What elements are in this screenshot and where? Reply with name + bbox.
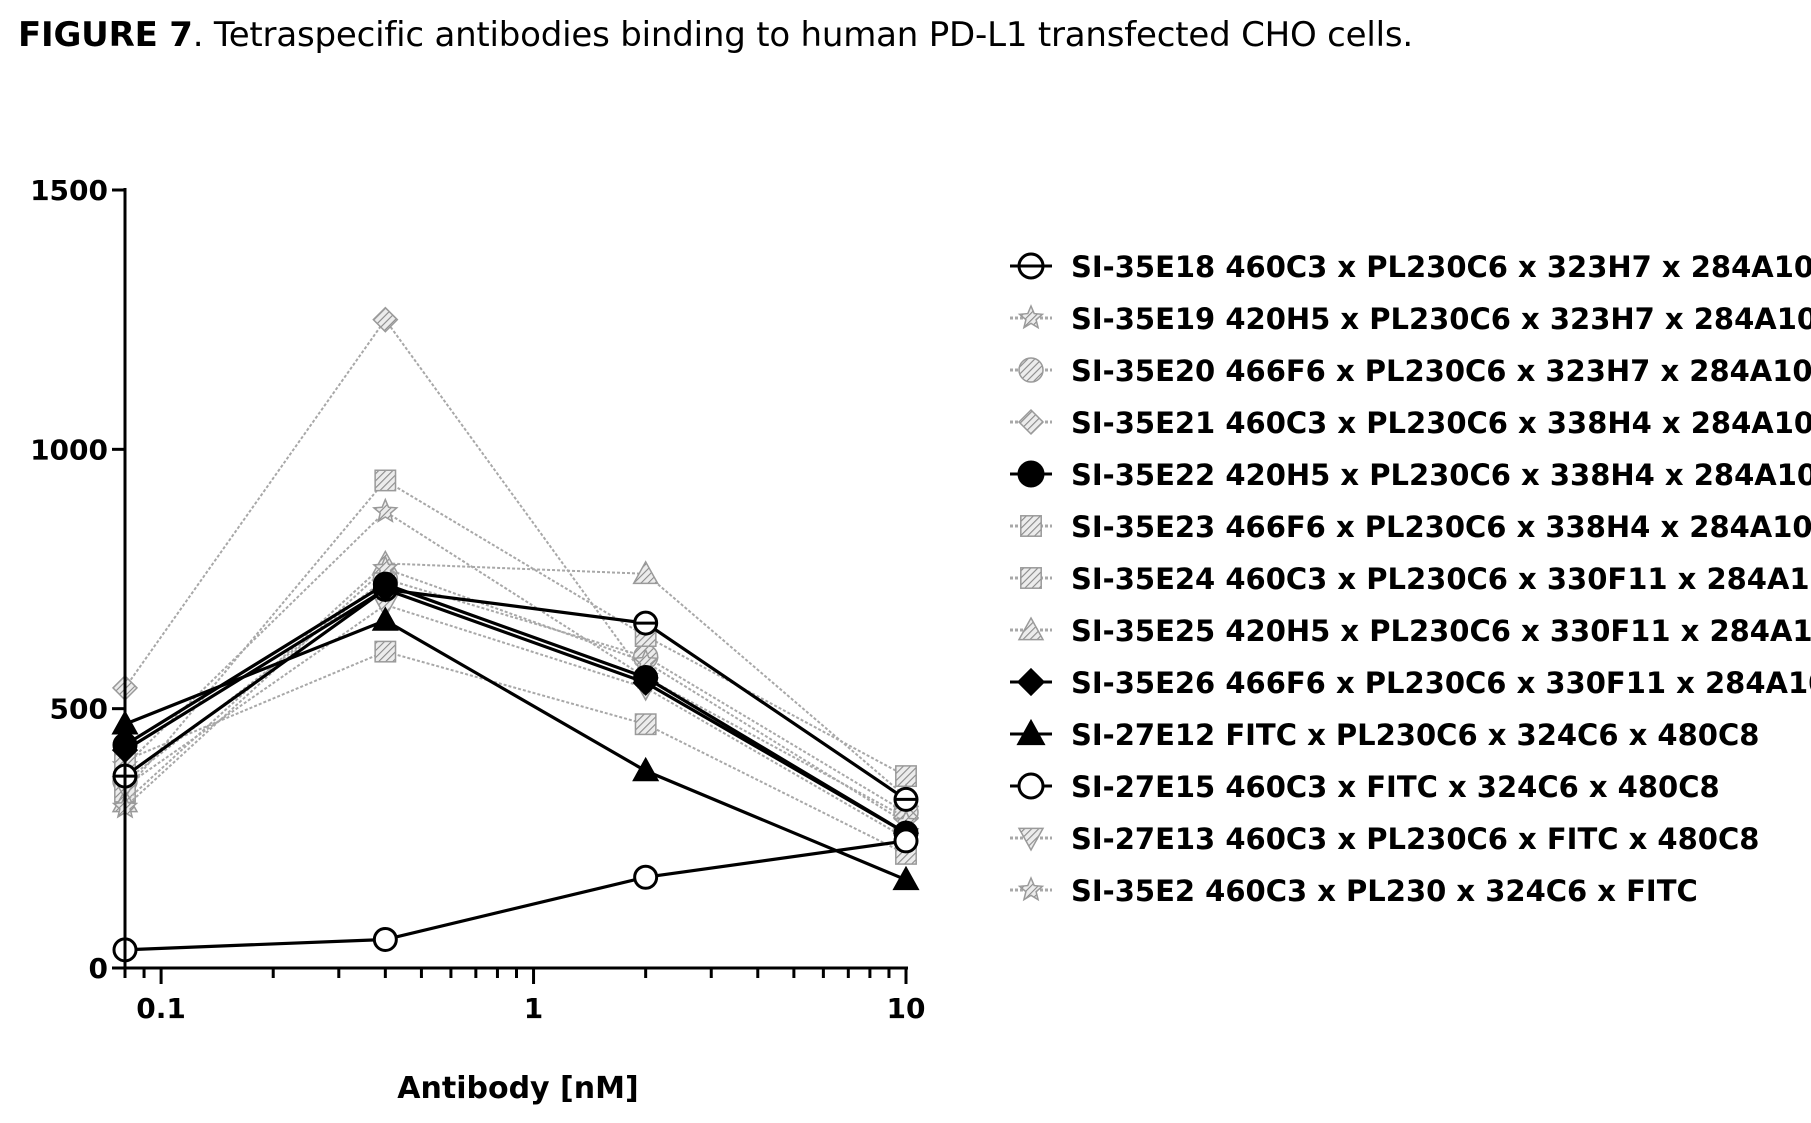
legend-item: SI-35E18 460C3 x PL230C6 x 323H7 x 284A1…	[1010, 250, 1811, 284]
series-line	[124, 510, 907, 834]
legend-label: SI-35E20 466F6 x PL230C6 x 323H7 x 284A1…	[1071, 354, 1811, 388]
legend-marker-icon	[1016, 667, 1046, 697]
series-5	[112, 571, 919, 846]
legend-item: SI-35E26 466F6 x PL230C6 x 330F11 x 284A…	[1010, 666, 1811, 700]
series-11	[112, 828, 919, 963]
legend-label: SI-35E22 420H5 x PL230C6 x 338H4 x 284A1…	[1071, 458, 1811, 492]
data-point	[372, 576, 399, 603]
legend-label: SI-35E23 466F6 x PL230C6 x 338H4 x 284A1…	[1071, 510, 1811, 544]
series-12	[111, 594, 920, 852]
series-line	[124, 577, 907, 814]
legend-item: SI-35E22 420H5 x PL230C6 x 338H4 x 284A1…	[1010, 458, 1811, 492]
legend-label: SI-35E18 460C3 x PL230C6 x 323H7 x 284A1…	[1071, 250, 1811, 284]
series-line	[124, 839, 907, 952]
y-tick-label: 1500	[30, 174, 108, 207]
data-point	[372, 926, 398, 952]
legend-label: SI-27E15 460C3 x FITC x 324C6 x 480C8	[1071, 770, 1720, 804]
legend-marker-icon	[1017, 408, 1045, 436]
plot-series	[111, 306, 920, 963]
legend-marker-icon	[1020, 567, 1042, 589]
data-point	[374, 640, 397, 663]
legend-item: SI-35E2 460C3 x PL230 x 324C6 x FITC	[1010, 874, 1698, 908]
data-point	[634, 713, 657, 736]
legend-label: SI-35E26 466F6 x PL230C6 x 330F11 x 284A…	[1071, 666, 1811, 700]
data-point	[374, 469, 397, 492]
series-2	[111, 497, 920, 845]
data-point	[632, 756, 660, 782]
x-tick-label: 1	[524, 992, 543, 1025]
series-4	[111, 306, 920, 831]
y-tick-label: 500	[50, 693, 108, 726]
legend-marker-icon	[1016, 718, 1046, 746]
legend-marker-icon	[1017, 876, 1045, 902]
figure-caption: FIGURE 7. Tetraspecific antibodies bindi…	[18, 12, 1413, 58]
legend-label: SI-35E2 460C3 x PL230 x 324C6 x FITC	[1071, 874, 1698, 908]
y-ticks: 0 500 1000 1500	[30, 174, 125, 985]
legend-item: SI-27E15 460C3 x FITC x 324C6 x 480C8	[1010, 770, 1720, 804]
data-point	[372, 306, 399, 333]
series-line	[124, 479, 907, 793]
series-line	[124, 618, 907, 882]
legend-label: SI-27E13 460C3 x PL230C6 x FITC x 480C8	[1071, 822, 1759, 856]
legend-label: SI-35E21 460C3 x PL230C6 x 338H4 x 284A1…	[1071, 406, 1811, 440]
series-line	[124, 603, 907, 840]
series-line	[124, 650, 907, 855]
chart-axes: 0 500 1000 1500 0.1 1 10	[30, 174, 925, 1025]
series-10	[111, 606, 920, 891]
legend-marker-icon	[1017, 827, 1045, 852]
y-tick-label: 0	[89, 952, 108, 985]
legend-marker-icon	[1017, 460, 1045, 488]
data-point	[893, 828, 919, 854]
legend-item: SI-35E20 466F6 x PL230C6 x 323H7 x 284A1…	[1010, 354, 1811, 388]
series-line	[124, 587, 907, 835]
chart-legend: SI-35E18 460C3 x PL230C6 x 323H7 x 284A1…	[1010, 250, 1811, 908]
legend-marker-icon	[1017, 616, 1045, 641]
legend-marker-icon	[1017, 304, 1045, 330]
data-point	[633, 864, 659, 890]
x-tick-label: 0.1	[136, 992, 186, 1025]
figure-label: FIGURE 7	[18, 15, 193, 55]
x-axis-title: Antibody [nM]	[397, 1071, 638, 1106]
legend-item: SI-27E13 460C3 x PL230C6 x FITC x 480C8	[1010, 822, 1759, 856]
figure-caption-text: . Tetraspecific antibodies binding to hu…	[192, 15, 1414, 55]
legend-item: SI-35E24 460C3 x PL230C6 x 330F11 x 284A…	[1010, 562, 1811, 596]
data-point	[895, 765, 917, 788]
y-tick-label: 1000	[30, 433, 108, 466]
legend-marker-icon	[1017, 772, 1045, 800]
series-line	[124, 582, 907, 835]
series-line	[124, 567, 907, 824]
data-point	[632, 560, 659, 585]
legend-label: SI-27E12 FITC x PL230C6 x 324C6 x 480C8	[1071, 718, 1759, 752]
legend-item: SI-35E25 420H5 x PL230C6 x 330F11 x 284A…	[1010, 614, 1811, 648]
legend-item: SI-35E23 466F6 x PL230C6 x 338H4 x 284A1…	[1010, 510, 1811, 544]
legend-item: SI-27E12 FITC x PL230C6 x 324C6 x 480C8	[1010, 718, 1759, 752]
legend-item: SI-35E19 420H5 x PL230C6 x 323H7 x 284A1…	[1010, 302, 1811, 336]
x-tick-label: 10	[887, 992, 926, 1025]
series-13	[111, 554, 920, 835]
data-point	[372, 497, 399, 523]
series-line	[124, 317, 907, 819]
data-point	[632, 669, 659, 696]
legend-marker-icon	[1018, 357, 1044, 383]
series-line	[124, 587, 907, 801]
series-6	[114, 640, 917, 865]
data-point	[371, 606, 399, 631]
x-ticks: 0.1 1 10	[123, 968, 926, 1025]
legend-label: SI-35E19 420H5 x PL230C6 x 323H7 x 284A1…	[1071, 302, 1811, 336]
legend-label: SI-35E24 460C3 x PL230C6 x 330F11 x 284A…	[1071, 562, 1811, 596]
data-point	[892, 865, 920, 891]
legend-label: SI-35E25 420H5 x PL230C6 x 330F11 x 284A…	[1071, 614, 1811, 648]
legend-item: SI-35E21 460C3 x PL230C6 x 338H4 x 284A1…	[1010, 406, 1811, 440]
legend-marker-icon	[1020, 515, 1042, 537]
